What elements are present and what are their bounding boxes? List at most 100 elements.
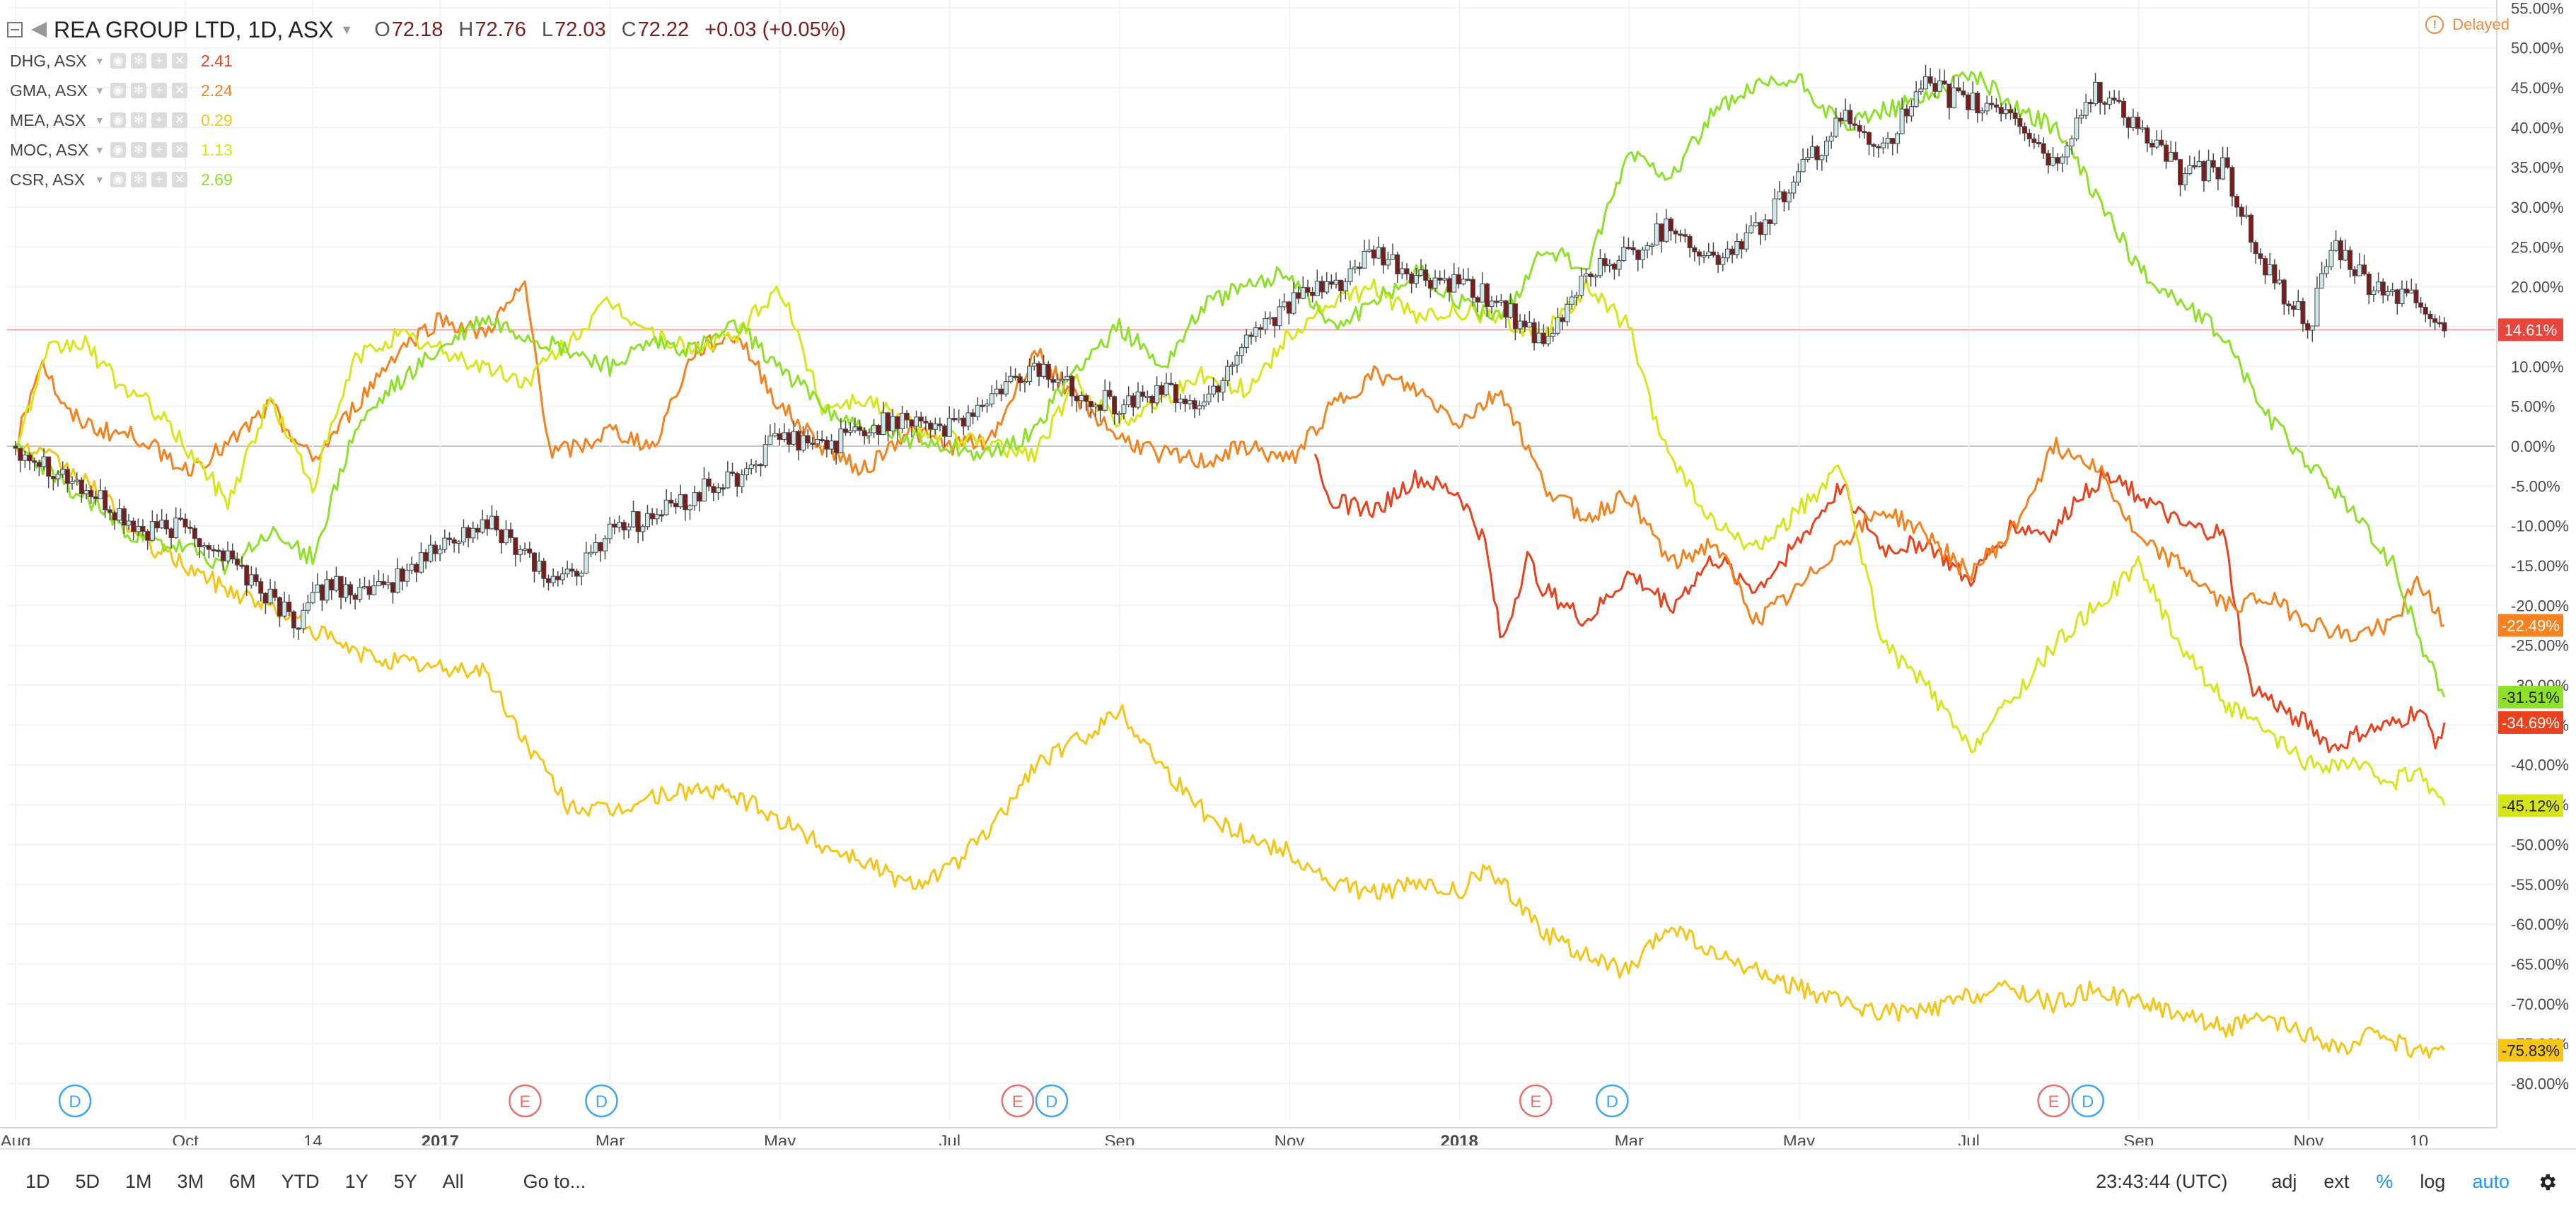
plus-icon[interactable]: +	[151, 83, 167, 98]
candle-body	[956, 417, 962, 421]
candle-body	[1852, 123, 1857, 126]
dividend-marker[interactable]	[585, 1084, 618, 1118]
chevron-down-icon[interactable]: ▼	[95, 115, 105, 126]
candle-body	[1621, 247, 1627, 262]
chevron-down-icon[interactable]: ▼	[95, 144, 105, 156]
settings-icon[interactable]: ✻	[131, 112, 146, 128]
candle-body	[687, 505, 693, 510]
chevron-down-icon[interactable]: ▼	[95, 55, 105, 66]
percent-toggle[interactable]: %	[2376, 1171, 2394, 1192]
range-3m-button[interactable]: 3M	[177, 1171, 204, 1192]
range-1m-button[interactable]: 1M	[125, 1171, 152, 1192]
symbol-row-gma[interactable]: GMA, ASX ▼ ◉ ✻ + ✕ 2.24	[10, 78, 233, 103]
candle-body	[1526, 322, 1532, 328]
chart-area[interactable]: 55.00% 50.00% 45.00% 40.00% 35.00% 30.00% 25.0…	[0, 0, 2576, 1151]
auto-toggle[interactable]: auto	[2472, 1171, 2510, 1192]
chevron-down-icon[interactable]: ▼	[95, 85, 105, 96]
candle-body	[494, 515, 499, 531]
symbol-label[interactable]: MOC, ASX	[10, 140, 89, 159]
symbol-row-csr[interactable]: CSR, ASX ▼ ◉ ✻ + ✕ 2.69	[10, 167, 233, 192]
log-toggle[interactable]: log	[2420, 1171, 2446, 1192]
symbol-row-mea[interactable]: MEA, ASX ▼ ◉ ✻ + ✕ 0.29	[10, 107, 233, 133]
eye-icon[interactable]: ◉	[110, 172, 126, 187]
range-5d-button[interactable]: 5D	[75, 1171, 100, 1192]
candle-body	[1994, 104, 2000, 108]
series-line-csr[interactable]	[15, 71, 2446, 698]
symbol-row-dhg[interactable]: DHG, ASX ▼ ◉ ✻ + ✕ 2.41	[10, 48, 233, 74]
series-line-mea[interactable]	[14, 443, 2446, 1059]
close-icon[interactable]: ✕	[172, 172, 187, 187]
plus-icon[interactable]: +	[151, 172, 167, 187]
series-line-gma[interactable]	[14, 280, 2445, 643]
candle-body	[2314, 288, 2320, 327]
series-line-moc[interactable]	[14, 277, 2446, 806]
chevron-down-icon[interactable]: ▼	[95, 174, 105, 185]
eye-icon[interactable]: ◉	[110, 83, 126, 98]
symbol-label[interactable]: DHG, ASX	[10, 51, 87, 70]
candle-body	[1135, 391, 1141, 408]
symbol-label[interactable]: CSR, ASX	[10, 170, 86, 189]
range-6m-button[interactable]: 6M	[229, 1171, 256, 1192]
ext-toggle[interactable]: ext	[2323, 1171, 2350, 1192]
earnings-marker[interactable]	[1001, 1084, 1035, 1118]
candle-body	[409, 564, 414, 571]
candle-body	[536, 561, 542, 572]
candle-body	[640, 526, 646, 532]
candle-body	[914, 416, 919, 427]
candle-body	[1154, 385, 1160, 404]
gear-icon[interactable]	[2536, 1172, 2558, 1193]
candle-body	[1003, 381, 1009, 395]
candle-body	[2333, 240, 2339, 251]
earnings-marker[interactable]	[509, 1084, 542, 1118]
settings-icon[interactable]: ✻	[131, 53, 146, 69]
eye-icon[interactable]: ◉	[110, 112, 126, 128]
settings-icon[interactable]: ✻	[131, 172, 146, 187]
candle-body	[437, 549, 443, 554]
chart-canvas[interactable]: 55.00% 50.00% 45.00% 40.00% 35.00% 30.00% 25.0…	[0, 0, 2576, 1151]
range-all-button[interactable]: All	[442, 1171, 464, 1192]
candle-body	[2399, 288, 2405, 304]
earnings-marker[interactable]	[1519, 1084, 1553, 1118]
earnings-marker[interactable]	[2037, 1084, 2070, 1118]
range-1y-button[interactable]: 1Y	[344, 1171, 369, 1192]
close-icon[interactable]: ✕	[172, 83, 187, 98]
close-icon[interactable]: ✕	[172, 142, 187, 158]
chevron-down-icon[interactable]: ▼	[340, 22, 354, 37]
candle-body	[1602, 258, 1608, 267]
candle-body	[414, 564, 419, 573]
candle-body	[1970, 93, 1975, 110]
plus-icon[interactable]: +	[151, 53, 167, 69]
range-5y-button[interactable]: 5Y	[393, 1171, 417, 1192]
candle-body	[2385, 291, 2391, 296]
flag-icon[interactable]	[31, 22, 47, 37]
eye-icon[interactable]: ◉	[110, 142, 126, 158]
candle-body	[1579, 275, 1584, 296]
plus-icon[interactable]: +	[151, 142, 167, 158]
settings-icon[interactable]: ✻	[131, 142, 146, 158]
range-ytd-button[interactable]: YTD	[281, 1171, 320, 1192]
eye-icon[interactable]: ◉	[110, 53, 126, 69]
settings-icon[interactable]: ✻	[131, 83, 146, 98]
adj-toggle[interactable]: adj	[2271, 1171, 2297, 1192]
dividend-marker[interactable]	[58, 1084, 92, 1118]
candle-body	[126, 520, 132, 526]
close-icon[interactable]: ✕	[172, 112, 187, 128]
range-1d-button[interactable]: 1D	[25, 1171, 50, 1192]
go-to-button[interactable]: Go to...	[523, 1171, 586, 1192]
x-tick-label: Mar	[1615, 1132, 1644, 1145]
collapse-icon[interactable]	[7, 22, 23, 37]
delayed-badge[interactable]: ! Delayed	[2425, 16, 2510, 34]
candle-body	[1649, 244, 1655, 247]
dividend-marker[interactable]	[2071, 1084, 2104, 1118]
dividend-marker[interactable]	[1596, 1084, 1629, 1118]
main-series-title[interactable]: REA GROUP LTD, 1D, ASX	[54, 16, 334, 42]
clock-time[interactable]: 23:43:44 (UTC)	[2096, 1171, 2228, 1192]
candle-body	[13, 445, 18, 449]
series-line-dhg[interactable]	[1313, 453, 2446, 754]
dividend-marker[interactable]	[1035, 1084, 1069, 1118]
symbol-row-moc[interactable]: MOC, ASX ▼ ◉ ✻ + ✕ 1.13	[10, 137, 233, 163]
plus-icon[interactable]: +	[151, 112, 167, 128]
symbol-label[interactable]: MEA, ASX	[10, 110, 86, 129]
symbol-label[interactable]: GMA, ASX	[10, 81, 88, 100]
close-icon[interactable]: ✕	[172, 53, 187, 69]
